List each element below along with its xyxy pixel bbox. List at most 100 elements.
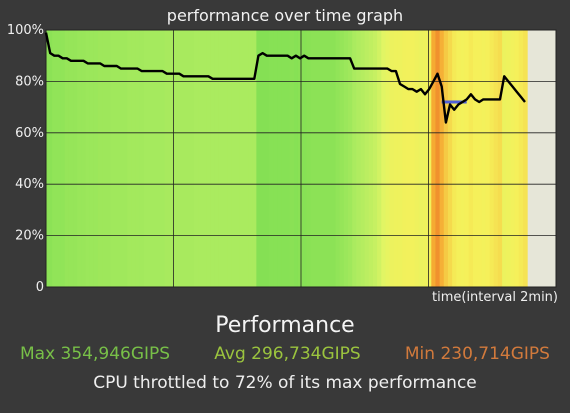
max-stat: Max 354,946GIPS: [20, 344, 171, 364]
heat-band: [418, 30, 424, 287]
heat-band: [489, 30, 495, 287]
heat-band: [48, 30, 53, 287]
heat-band: [85, 30, 91, 287]
heat-band: [168, 30, 174, 287]
heat-band: [160, 30, 166, 287]
y-ticks: 100% 80% 60% 40% 20% 0: [7, 23, 44, 295]
heat-band: [493, 30, 499, 287]
heat-band: [193, 30, 199, 287]
heat-band: [352, 30, 357, 287]
performance-line: [44, 32, 526, 124]
heat-band: [223, 30, 228, 287]
heat-band: [277, 30, 282, 287]
performance-heading: Performance: [215, 313, 355, 338]
heat-band: [322, 30, 328, 287]
heat-band: [414, 30, 420, 287]
y-tick-label: 80%: [15, 74, 44, 89]
performance-series-line: [44, 32, 526, 124]
heat-band: [98, 30, 103, 287]
heat-band: [177, 30, 182, 287]
heat-band: [231, 30, 237, 287]
heat-band: [464, 30, 470, 287]
heat-band: [102, 30, 107, 287]
heat-band: [189, 30, 195, 287]
heat-band: [447, 30, 453, 287]
heat-band: [152, 30, 157, 287]
heat-band: [514, 30, 520, 287]
heat-band: [406, 30, 412, 287]
heat-band: [506, 30, 512, 287]
heat-band: [202, 30, 207, 287]
heat-band: [123, 30, 128, 287]
heat-band: [239, 30, 245, 287]
heat-band: [356, 30, 362, 287]
heat-band: [510, 30, 516, 287]
heat-band: [397, 30, 403, 287]
heat-band: [52, 30, 58, 287]
heat-band: [335, 30, 341, 287]
y-tick-label: 0: [36, 280, 44, 295]
heat-band: [173, 30, 178, 287]
heat-band: [114, 30, 120, 287]
heat-band: [327, 30, 332, 287]
heat-band: [93, 30, 99, 287]
heat-band: [73, 30, 78, 287]
heat-band: [148, 30, 153, 287]
heat-band: [77, 30, 83, 287]
heat-band: [297, 30, 303, 287]
heat-band: [368, 30, 374, 287]
heat-band: [181, 30, 187, 287]
heat-band: [452, 30, 457, 287]
heat-band: [260, 30, 266, 287]
chart-title: performance over time graph: [166, 6, 404, 25]
heat-band: [218, 30, 224, 287]
heat-band: [227, 30, 232, 287]
heat-band: [252, 30, 257, 287]
heat-band: [68, 30, 74, 287]
performance-chart: 100% 80% 60% 40% 20% 0: [7, 23, 557, 295]
heat-band: [422, 30, 428, 287]
heat-band: [164, 30, 170, 287]
heat-band: [198, 30, 203, 287]
heat-band: [310, 30, 316, 287]
heat-band: [302, 30, 307, 287]
heat-band: [318, 30, 324, 287]
heat-band: [314, 30, 320, 287]
heat-band: [472, 30, 478, 287]
heat-band: [477, 30, 482, 287]
heat-band: [522, 30, 528, 287]
heat-band: [439, 30, 445, 287]
heat-band: [206, 30, 212, 287]
heat-bands: [46, 30, 528, 287]
heat-band: [435, 30, 441, 287]
y-tick-label: 100%: [7, 23, 44, 38]
x-axis-label: time(interval 2min): [432, 290, 558, 305]
heat-band: [443, 30, 449, 287]
heat-band: [393, 30, 399, 287]
heat-band: [214, 30, 220, 287]
heat-band: [264, 30, 270, 287]
heat-band: [289, 30, 295, 287]
heat-band: [485, 30, 491, 287]
heat-band: [143, 30, 149, 287]
heat-band: [385, 30, 391, 287]
heat-band: [285, 30, 291, 287]
heat-band: [497, 30, 503, 287]
heat-band: [518, 30, 524, 287]
heat-band: [431, 30, 437, 287]
y-tick-label: 20%: [15, 229, 44, 244]
heat-band: [248, 30, 253, 287]
heat-band: [281, 30, 287, 287]
heat-band: [135, 30, 141, 287]
heat-band: [118, 30, 124, 287]
grid-lines: [45, 29, 557, 288]
heat-band: [381, 30, 387, 287]
heat-band: [106, 30, 112, 287]
heat-band: [139, 30, 145, 287]
heat-band: [185, 30, 191, 287]
heat-band: [331, 30, 337, 287]
y-tick-label: 40%: [15, 177, 44, 192]
heat-band: [339, 30, 345, 287]
throttle-summary: CPU throttled to 72% of its max performa…: [93, 373, 477, 393]
heat-band: [243, 30, 249, 287]
